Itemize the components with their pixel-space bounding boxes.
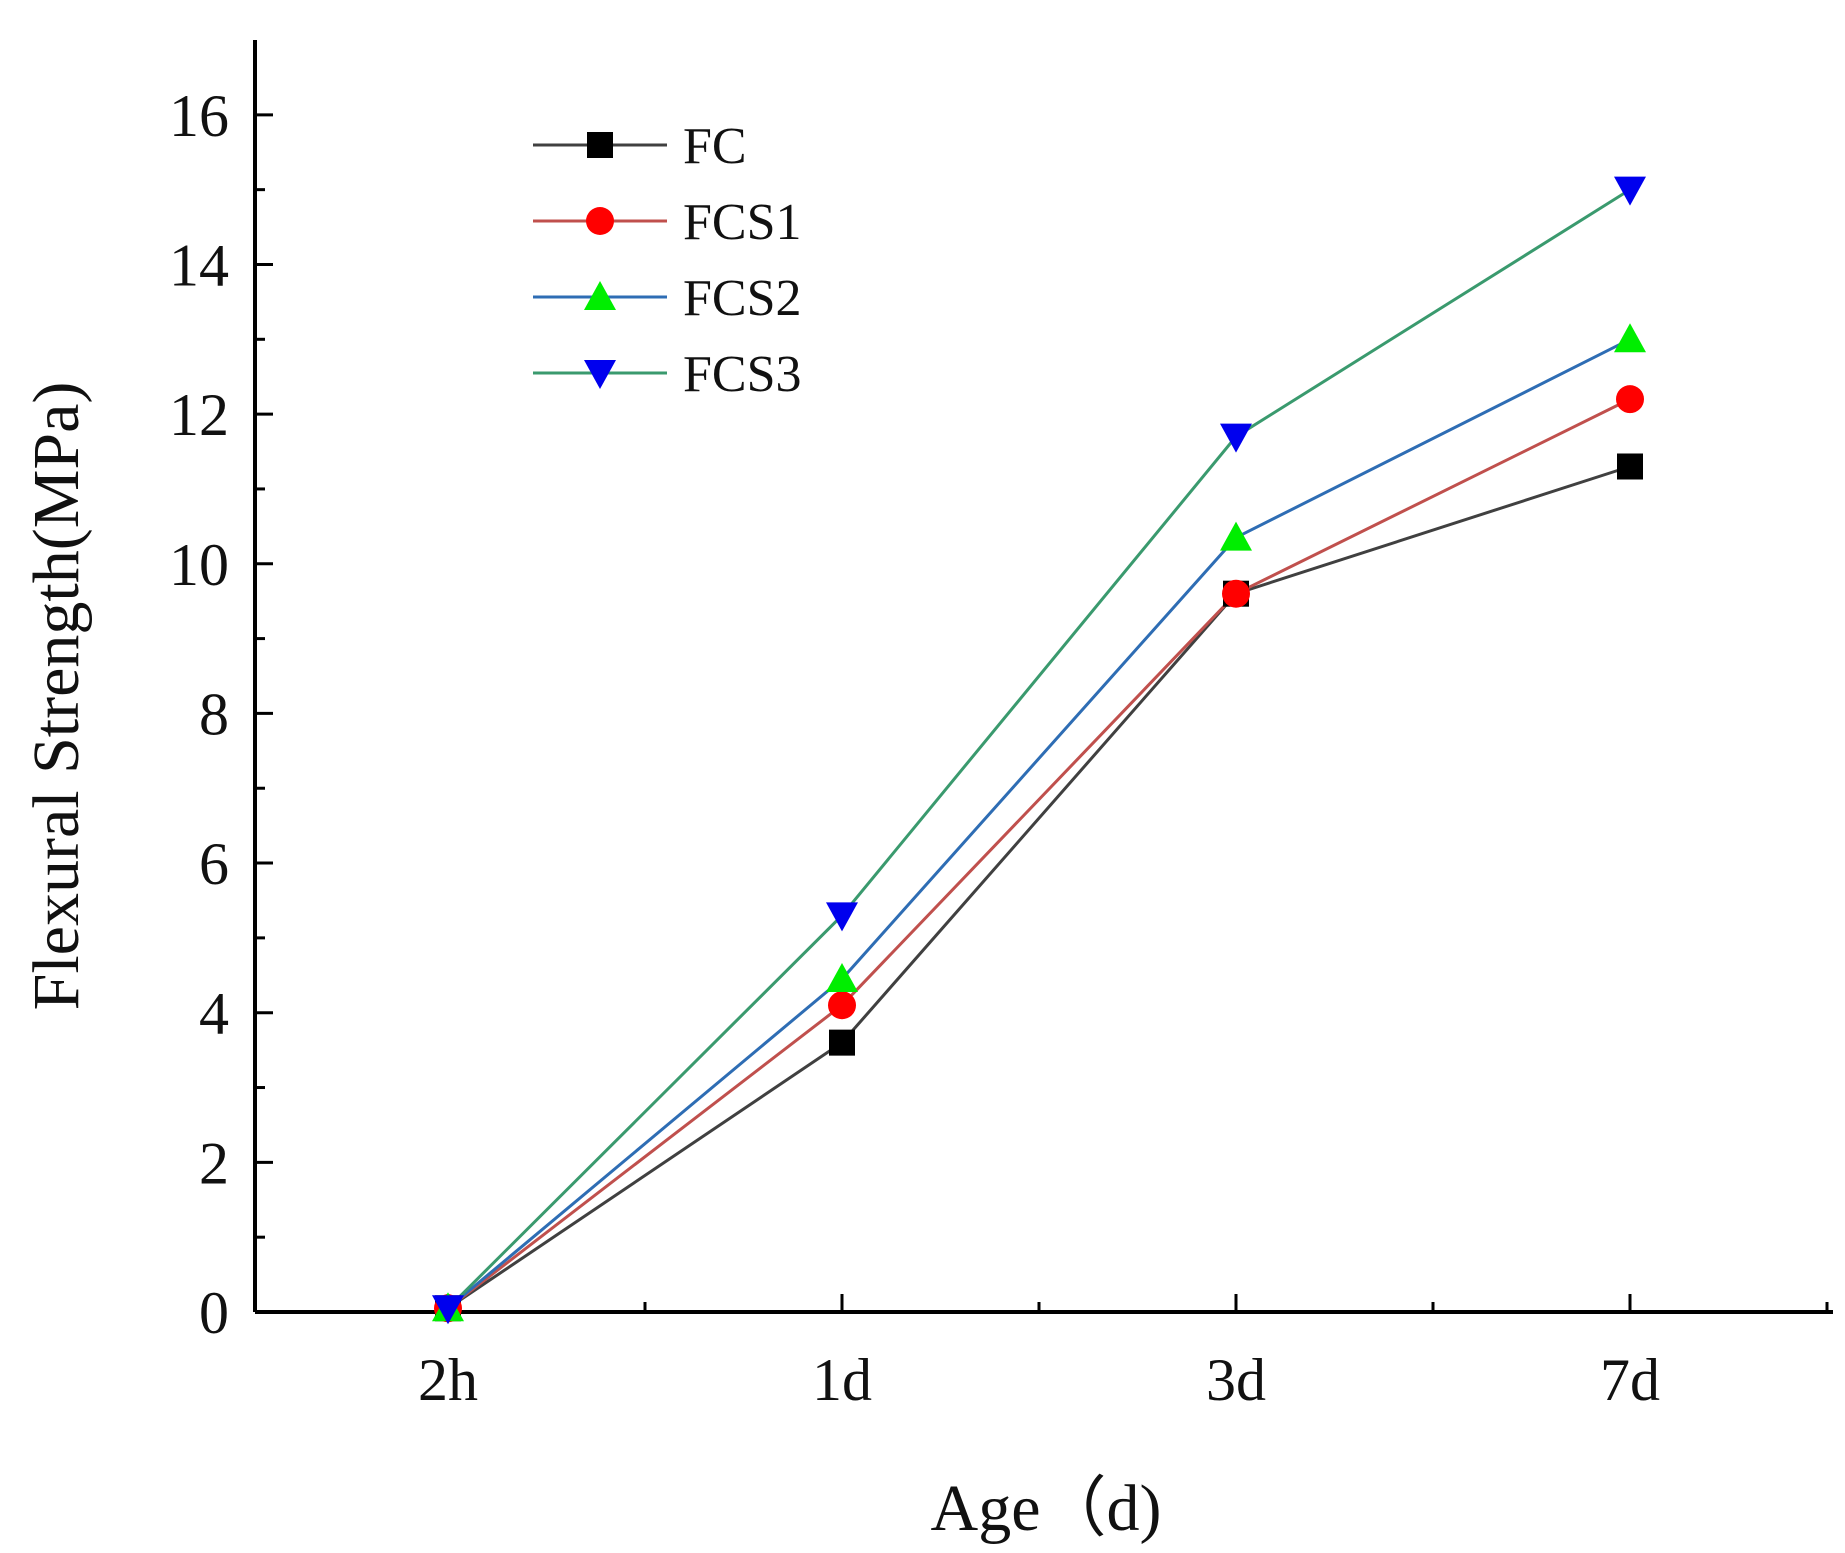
series-line-fcs1 [447,397,1631,1310]
y-tick-label: 2 [199,1130,229,1196]
legend-marker-fcs2 [584,281,616,310]
legend-marker-fc [587,132,613,158]
y-tick-label: 10 [169,532,229,598]
y-tick-label: 0 [199,1280,229,1346]
y-axis-title: Flexural Strength(MPa) [20,382,93,1011]
data-point-fc [1617,453,1643,480]
data-point-fc [829,1029,855,1056]
legend-label-fcs1: FCS1 [683,194,802,251]
legend-label-fcs3: FCS3 [683,346,802,403]
data-point-fcs3 [432,1295,464,1325]
y-tick-label: 14 [169,232,229,298]
axis-ticks: 0 2 4 6 8 10 12 14 16 2h 1d 3d 7d [169,83,1829,1413]
x-tick-label: 7d [1600,1347,1660,1413]
data-point-fcs3 [1614,176,1646,206]
x-tick-label: 3d [1206,1347,1266,1413]
axes [253,40,1833,1314]
data-point-fcs1 [828,991,856,1020]
series-line-fcs2 [447,337,1631,1310]
y-tick-label: 12 [169,382,229,448]
series-line-fcs3 [446,188,1631,1310]
x-tick-label: 2h [418,1347,478,1413]
data-point-fcs1 [1222,579,1250,608]
legend-marker-fcs3 [584,360,616,389]
data-point-fcs1 [1616,385,1644,414]
legend: FC FCS1 FCS2 FCS3 [533,118,802,403]
x-tick-label: 1d [812,1347,872,1413]
data-point-fcs2 [826,963,858,993]
data-point-fcs2 [1614,323,1646,353]
data-point-fcs3 [1220,423,1252,453]
legend-label-fc: FC [683,118,747,175]
y-tick-label: 4 [199,981,229,1047]
data-point-fcs3 [826,902,858,932]
series-line-fc [447,465,1631,1310]
series-lines [446,188,1631,1310]
legend-label-fcs2: FCS2 [683,270,802,327]
y-tick-label: 16 [169,83,229,149]
y-tick-label: 6 [199,831,229,897]
x-axis-title: Age（d) [931,1472,1162,1545]
series-markers [432,176,1646,1325]
y-tick-label: 8 [199,681,229,747]
legend-marker-fcs1 [586,207,614,235]
data-point-fcs2 [1220,521,1252,551]
